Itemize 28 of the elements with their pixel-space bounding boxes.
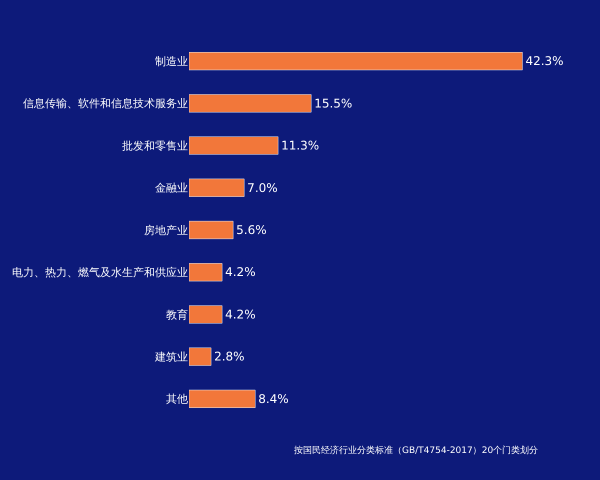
data-label: 42.3% (525, 54, 564, 68)
bar (189, 263, 222, 282)
y-tick-label: 房地产业 (144, 224, 188, 237)
bar (189, 94, 312, 112)
y-tick-label: 金融业 (155, 182, 188, 195)
data-label: 7.0% (247, 180, 278, 195)
bar (189, 305, 222, 324)
data-label: 4.2% (225, 307, 256, 322)
bar (189, 348, 212, 366)
y-tick-label: 教育 (166, 308, 188, 322)
bar (189, 220, 234, 240)
y-tick-label: 信息传输、软件和信息技术服务业 (23, 97, 188, 110)
bar (189, 136, 278, 155)
bar (189, 52, 523, 70)
y-tick-label: 建筑业 (154, 350, 188, 364)
data-label: 15.5% (314, 96, 352, 110)
y-tick-label: 批发和零售业 (122, 139, 188, 152)
data-label: 2.8% (214, 350, 245, 364)
y-tick-label: 制造业 (155, 54, 188, 68)
data-label: 11.3% (281, 138, 320, 153)
y-tick-label: 电力、热力、燃气及水生产和供应业 (12, 266, 188, 280)
data-label: 4.2% (225, 265, 256, 280)
data-label: 5.6% (236, 223, 267, 237)
text: 按国民经济行业分类标准（GB/T4754-2017）20个门类划分 (294, 445, 538, 456)
data-label: 8.4% (258, 392, 289, 406)
y-tick-label: 其他 (166, 392, 188, 406)
bar (189, 390, 256, 408)
bar (189, 178, 244, 197)
